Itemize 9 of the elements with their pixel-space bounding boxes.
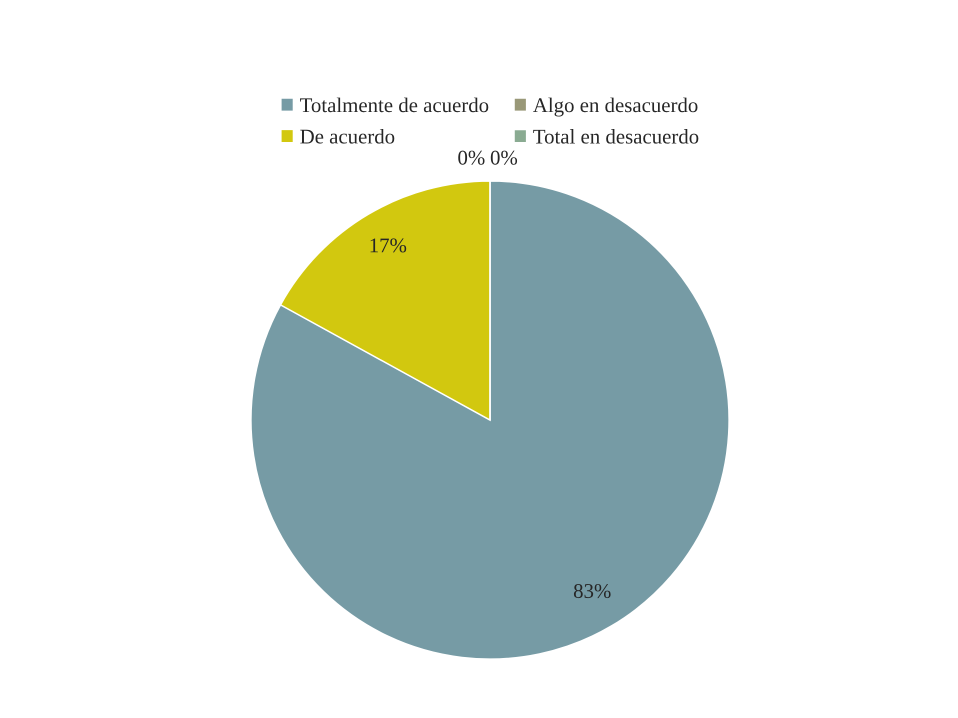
text: 0% [490, 150, 518, 165]
pie-slice [250, 180, 730, 660]
legend-label: Total en desacuerdo [533, 129, 698, 144]
data-label: 83% [574, 584, 611, 598]
legend-label: De acuerdo [300, 128, 394, 144]
data-label: 17% [370, 238, 406, 252]
legend-label: Totalmente de acuerdo [300, 98, 488, 112]
legend-label: Algo en desacuerdo [533, 98, 698, 117]
text: 0% [458, 150, 485, 165]
